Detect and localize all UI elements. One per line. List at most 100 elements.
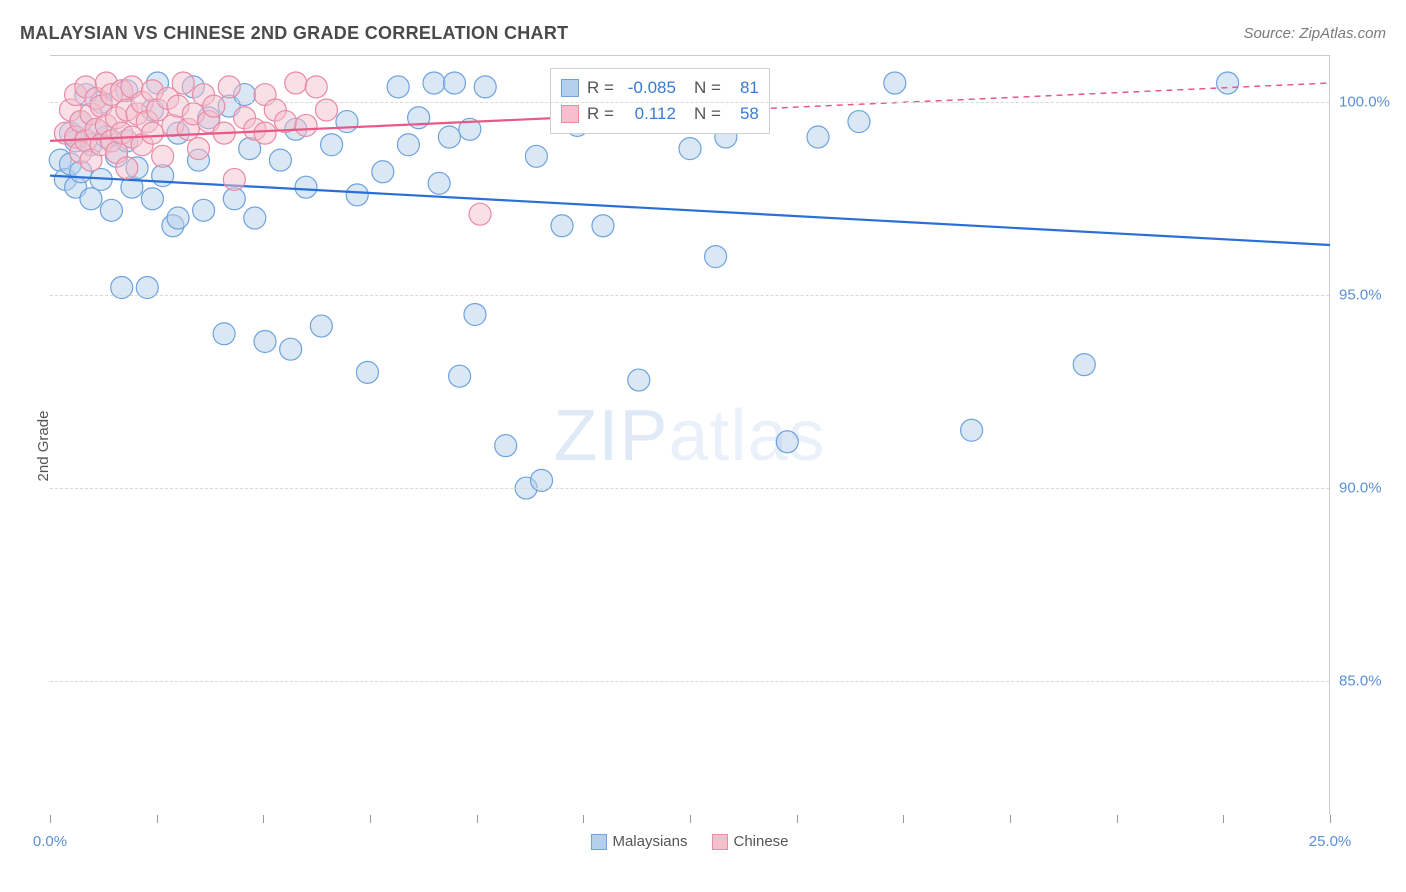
scatter-point-malaysians (628, 369, 650, 391)
stats-n-label: N = (694, 78, 721, 98)
source-attribution: Source: ZipAtlas.com (1243, 25, 1386, 42)
stats-r-label-2: R = (587, 104, 614, 124)
scatter-point-malaysians (80, 188, 102, 210)
scatter-point-malaysians (310, 315, 332, 337)
scatter-point-malaysians (884, 72, 906, 94)
x-tick (1010, 815, 1011, 823)
x-tick (1117, 815, 1118, 823)
x-tick (370, 815, 371, 823)
scatter-point-chinese (254, 122, 276, 144)
scatter-point-malaysians (1073, 354, 1095, 376)
scatter-point-malaysians (705, 246, 727, 268)
scatter-point-malaysians (525, 145, 547, 167)
scatter-point-malaysians (776, 431, 798, 453)
gridline-horizontal (50, 488, 1329, 489)
stats-swatch-malaysians (561, 79, 579, 97)
scatter-point-malaysians (423, 72, 445, 94)
x-tick-label: 25.0% (1309, 833, 1352, 850)
scatter-point-malaysians (679, 138, 701, 160)
x-tick (157, 815, 158, 823)
scatter-plot-area: ZIPatlas R = -0.085 N = 81 R = 0.112 N =… (50, 55, 1330, 815)
scatter-point-malaysians (807, 126, 829, 148)
x-tick (1223, 815, 1224, 823)
scatter-point-chinese (305, 76, 327, 98)
y-tick-label: 90.0% (1339, 480, 1399, 497)
legend-swatch-chinese (711, 834, 727, 850)
stats-swatch-chinese (561, 105, 579, 123)
gridline-horizontal (50, 102, 1329, 103)
scatter-point-malaysians (961, 419, 983, 441)
x-tick (903, 815, 904, 823)
y-tick-label: 100.0% (1339, 94, 1399, 111)
scatter-point-malaysians (295, 176, 317, 198)
stats-n-label-2: N = (694, 104, 721, 124)
scatter-point-malaysians (397, 134, 419, 156)
scatter-point-malaysians (280, 338, 302, 360)
scatter-point-malaysians (443, 72, 465, 94)
scatter-point-chinese (218, 76, 240, 98)
scatter-point-malaysians (372, 161, 394, 183)
scatter-point-malaysians (213, 323, 235, 345)
scatter-point-malaysians (141, 188, 163, 210)
scatter-point-chinese (295, 114, 317, 136)
scatter-point-malaysians (336, 111, 358, 133)
scatter-point-chinese (187, 138, 209, 160)
scatter-point-chinese (203, 95, 225, 117)
legend: Malaysians Chinese (590, 833, 788, 850)
stats-box: R = -0.085 N = 81 R = 0.112 N = 58 (550, 68, 770, 134)
scatter-point-malaysians (167, 207, 189, 229)
stats-row-malaysians: R = -0.085 N = 81 (561, 75, 759, 101)
gridline-horizontal (50, 295, 1329, 296)
scatter-point-malaysians (592, 215, 614, 237)
legend-label-chinese: Chinese (733, 833, 788, 850)
scatter-point-chinese (469, 203, 491, 225)
y-tick-label: 95.0% (1339, 287, 1399, 304)
scatter-point-malaysians (464, 303, 486, 325)
scatter-svg (50, 56, 1329, 815)
x-tick (477, 815, 478, 823)
scatter-point-malaysians (848, 111, 870, 133)
scatter-point-malaysians (244, 207, 266, 229)
scatter-point-malaysians (438, 126, 460, 148)
scatter-point-malaysians (100, 199, 122, 221)
scatter-point-malaysians (321, 134, 343, 156)
x-tick-label: 0.0% (33, 833, 67, 850)
x-tick (1330, 815, 1331, 823)
stats-r-value-malaysians: -0.085 (622, 78, 676, 98)
scatter-point-chinese (152, 145, 174, 167)
scatter-point-chinese (285, 72, 307, 94)
x-tick (797, 815, 798, 823)
x-tick (50, 815, 51, 823)
x-tick (583, 815, 584, 823)
scatter-point-malaysians (1217, 72, 1239, 94)
scatter-point-malaysians (269, 149, 291, 171)
stats-n-value-malaysians: 81 (729, 78, 759, 98)
scatter-point-malaysians (254, 330, 276, 352)
scatter-point-chinese (116, 157, 138, 179)
scatter-point-malaysians (193, 199, 215, 221)
scatter-point-chinese (223, 168, 245, 190)
legend-swatch-malaysians (590, 834, 606, 850)
scatter-point-chinese (172, 72, 194, 94)
legend-item-malaysians: Malaysians (590, 833, 687, 850)
scatter-point-malaysians (495, 435, 517, 457)
x-tick (263, 815, 264, 823)
legend-label-malaysians: Malaysians (612, 833, 687, 850)
x-tick (690, 815, 691, 823)
y-tick-label: 85.0% (1339, 672, 1399, 689)
stats-r-label: R = (587, 78, 614, 98)
scatter-point-malaysians (387, 76, 409, 98)
stats-n-value-chinese: 58 (729, 104, 759, 124)
scatter-point-malaysians (356, 361, 378, 383)
scatter-point-malaysians (551, 215, 573, 237)
scatter-point-malaysians (428, 172, 450, 194)
legend-item-chinese: Chinese (711, 833, 788, 850)
scatter-point-malaysians (474, 76, 496, 98)
stats-r-value-chinese: 0.112 (622, 104, 676, 124)
scatter-point-malaysians (346, 184, 368, 206)
chart-title: MALAYSIAN VS CHINESE 2ND GRADE CORRELATI… (20, 23, 568, 44)
scatter-point-chinese (141, 122, 163, 144)
scatter-point-malaysians (449, 365, 471, 387)
stats-row-chinese: R = 0.112 N = 58 (561, 101, 759, 127)
gridline-horizontal (50, 681, 1329, 682)
